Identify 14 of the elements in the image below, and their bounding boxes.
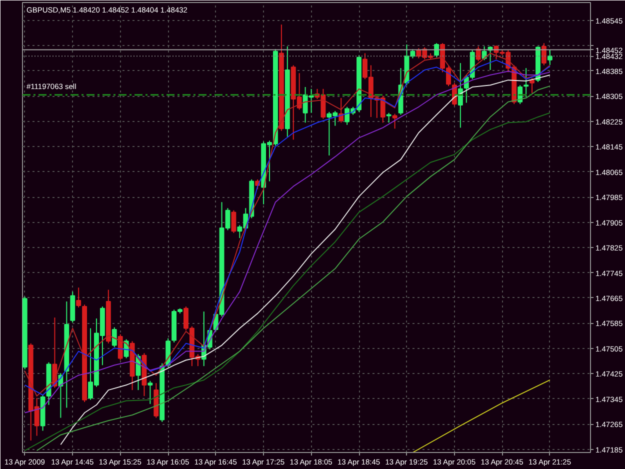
candlestick bbox=[524, 68, 529, 98]
line-series bbox=[412, 379, 550, 452]
candlestick bbox=[148, 380, 153, 404]
candlestick bbox=[541, 42, 546, 66]
candlestick bbox=[231, 210, 236, 234]
candlestick bbox=[338, 98, 344, 124]
candlestick bbox=[530, 78, 534, 94]
candlestick bbox=[76, 287, 82, 308]
candlestick bbox=[166, 338, 171, 368]
candlestick bbox=[434, 42, 440, 58]
candlestick bbox=[476, 46, 481, 62]
candlestick bbox=[547, 49, 552, 66]
candlestick bbox=[112, 326, 117, 348]
candlestick bbox=[392, 113, 398, 130]
